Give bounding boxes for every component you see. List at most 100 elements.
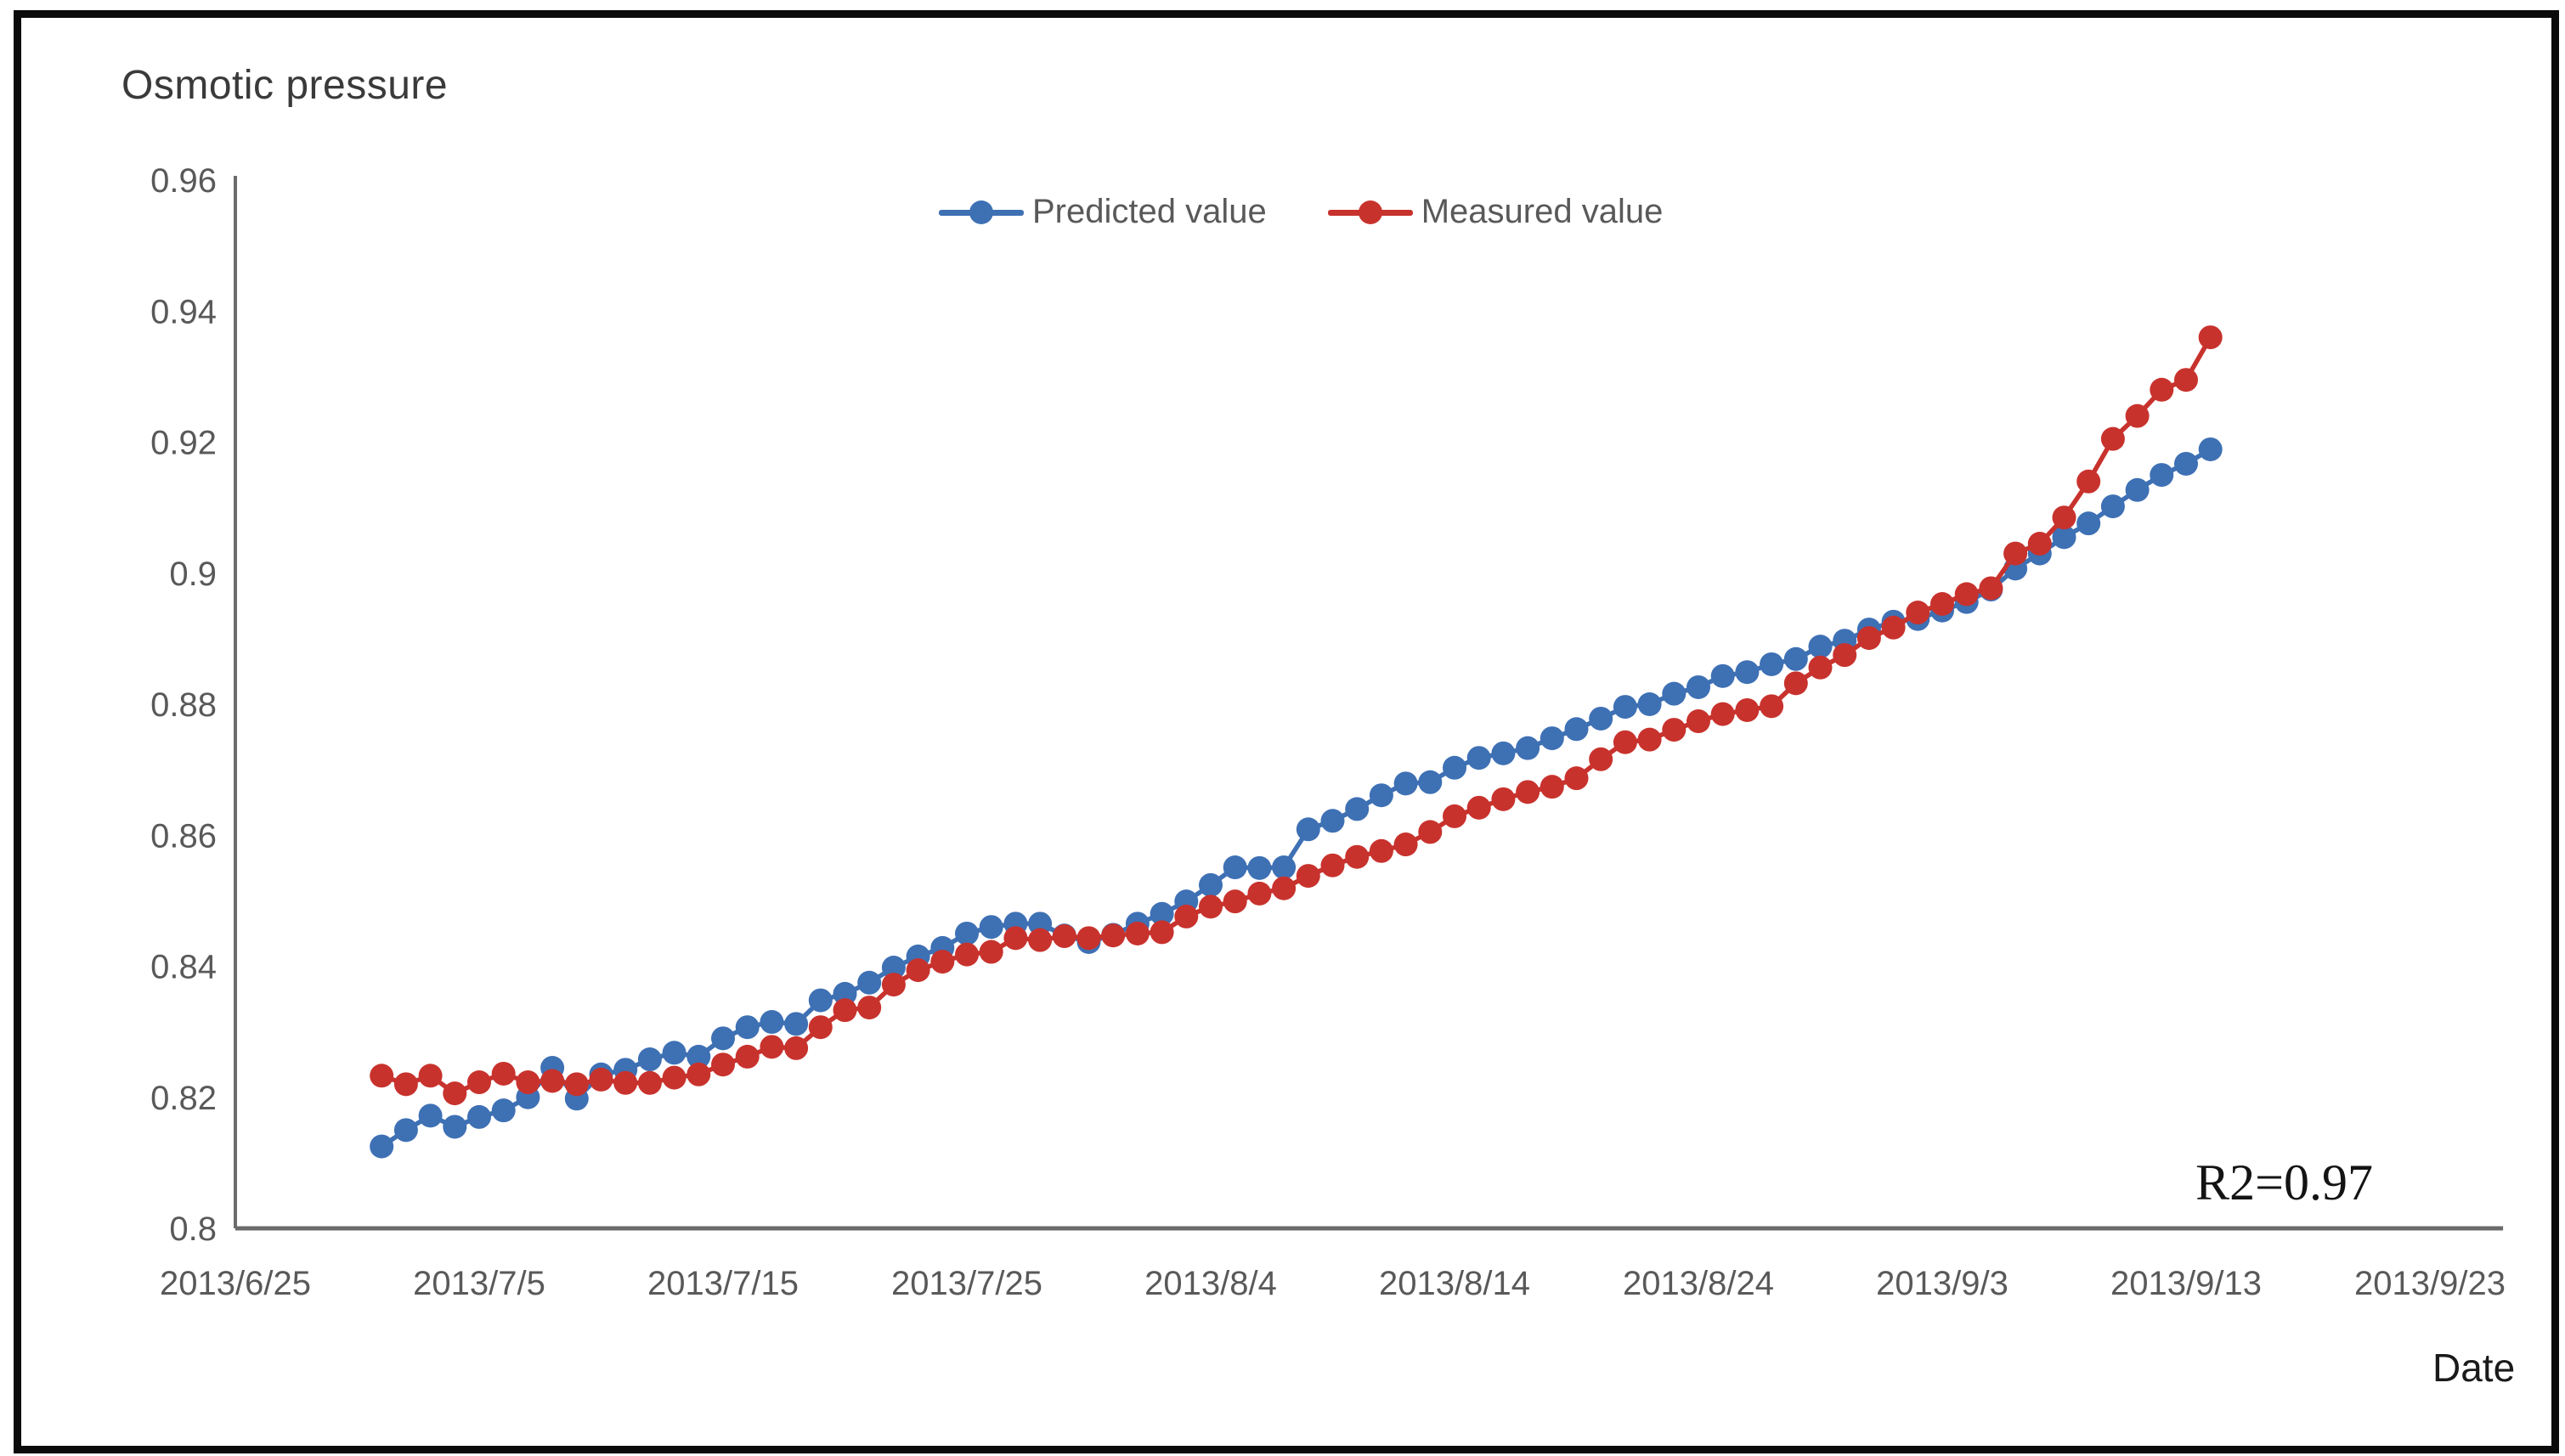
data-point-predicted	[1369, 783, 1393, 808]
legend-item-predicted[interactable]: Predicted value	[939, 193, 1267, 231]
data-point-measured	[589, 1067, 613, 1092]
data-point-measured	[1881, 615, 1906, 640]
data-point-predicted	[1223, 855, 1247, 880]
data-point-predicted	[1296, 817, 1320, 842]
data-point-measured	[467, 1070, 491, 1095]
data-point-measured	[711, 1052, 735, 1077]
data-point-measured	[1247, 881, 1272, 906]
data-point-predicted	[2198, 437, 2223, 461]
data-point-measured	[1125, 921, 1150, 945]
data-point-measured	[784, 1036, 809, 1060]
data-point-measured	[393, 1072, 418, 1097]
x-axis-tick-label: 2013/8/14	[1379, 1265, 1530, 1302]
data-point-measured	[906, 958, 930, 983]
data-point-predicted	[955, 921, 979, 945]
data-point-predicted	[2052, 525, 2076, 550]
data-point-predicted	[418, 1103, 443, 1128]
data-point-measured	[1223, 889, 1247, 914]
y-axis-tick-label: 0.82	[150, 1080, 217, 1117]
data-point-predicted	[881, 956, 906, 980]
x-axis-tick-label: 2013/7/5	[413, 1265, 545, 1302]
data-point-predicted	[1199, 872, 1223, 897]
y-axis-tick-label: 0.94	[150, 293, 217, 330]
data-point-measured	[1466, 795, 1491, 820]
data-point-measured	[1540, 775, 1564, 799]
data-point-measured	[1979, 576, 2003, 601]
data-point-measured	[1491, 787, 1516, 811]
x-axis-tick-label: 2013/7/25	[891, 1265, 1042, 1302]
data-point-measured	[1076, 926, 1101, 951]
data-point-predicted	[1393, 771, 1418, 796]
data-point-predicted	[1613, 695, 1637, 720]
data-point-predicted	[711, 1026, 735, 1051]
data-point-predicted	[1686, 674, 1710, 699]
y-axis-tick-label: 0.88	[150, 686, 217, 724]
x-axis-tick-label: 2013/8/4	[1144, 1265, 1277, 1302]
legend-label-predicted: Predicted value	[1032, 193, 1267, 230]
data-point-predicted	[1735, 660, 1760, 685]
data-point-measured	[735, 1044, 760, 1069]
data-point-predicted	[1760, 652, 1784, 676]
data-point-measured	[1589, 747, 1613, 771]
measured-series-marker-icon	[1327, 200, 1413, 225]
x-axis-tick-label: 2013/9/23	[2354, 1265, 2506, 1302]
data-point-measured	[1393, 832, 1418, 857]
data-point-predicted	[1247, 855, 1272, 880]
data-point-measured	[1516, 780, 1540, 804]
data-point-measured	[1808, 655, 1833, 680]
data-point-measured	[1686, 709, 1710, 734]
data-point-measured	[1174, 904, 1199, 928]
y-axis-tick-label: 0.9	[169, 556, 217, 593]
data-point-predicted	[1589, 706, 1613, 731]
data-point-measured	[1150, 920, 1174, 945]
data-point-measured	[2003, 541, 2028, 566]
x-axis-tick-label: 2013/9/3	[1876, 1265, 2008, 1302]
data-point-predicted	[735, 1015, 760, 1040]
data-point-measured	[564, 1072, 589, 1097]
data-point-measured	[686, 1062, 711, 1086]
data-point-measured	[1906, 601, 1930, 625]
legend-item-measured[interactable]: Measured value	[1327, 193, 1664, 231]
data-point-measured	[1856, 626, 1881, 651]
data-point-predicted	[443, 1115, 467, 1139]
data-point-predicted	[1491, 741, 1516, 765]
data-point-measured	[1296, 864, 1320, 889]
data-point-predicted	[1516, 736, 1540, 760]
data-point-measured	[1003, 926, 1028, 951]
data-point-measured	[2100, 426, 2125, 451]
data-point-measured	[1613, 730, 1637, 754]
data-point-predicted	[467, 1104, 491, 1129]
data-point-measured	[662, 1065, 686, 1090]
data-point-measured	[2076, 469, 2101, 494]
series-line-measured	[381, 336, 2213, 1097]
data-point-measured	[2027, 532, 2052, 556]
data-point-measured	[1101, 923, 1126, 948]
data-point-measured	[1662, 718, 1686, 742]
data-point-measured	[760, 1035, 784, 1059]
data-point-predicted	[393, 1118, 418, 1143]
legend-label-measured: Measured value	[1421, 193, 1664, 230]
chart-legend: Predicted value Measured value	[939, 193, 1663, 231]
data-point-predicted	[1418, 770, 1443, 794]
data-point-measured	[808, 1015, 833, 1040]
data-point-measured	[2125, 404, 2150, 428]
data-point-measured	[1199, 894, 1223, 919]
figure-frame: Osmotic pressure 0.8 0.82 0.84 0.86 0.88 0.9 0…	[14, 10, 2559, 1453]
chart-title: Osmotic pressure	[121, 63, 449, 108]
y-axis-tick-label: 0.86	[150, 817, 217, 855]
data-point-measured	[930, 950, 955, 974]
x-axis-tick-label: 2013/9/13	[2110, 1265, 2262, 1302]
data-point-measured	[1418, 820, 1443, 844]
data-point-measured	[2198, 325, 2223, 350]
data-point-measured	[370, 1064, 394, 1088]
data-point-measured	[955, 942, 979, 967]
data-point-measured	[1760, 694, 1784, 719]
data-point-measured	[443, 1081, 467, 1106]
data-point-measured	[833, 998, 857, 1023]
data-point-predicted	[1150, 901, 1174, 926]
data-point-measured	[1052, 924, 1076, 949]
data-point-measured	[516, 1070, 540, 1095]
y-axis-tick-label: 0.84	[150, 949, 217, 986]
x-axis-tick-label: 2013/7/15	[647, 1265, 799, 1302]
data-point-predicted	[1783, 646, 1808, 671]
